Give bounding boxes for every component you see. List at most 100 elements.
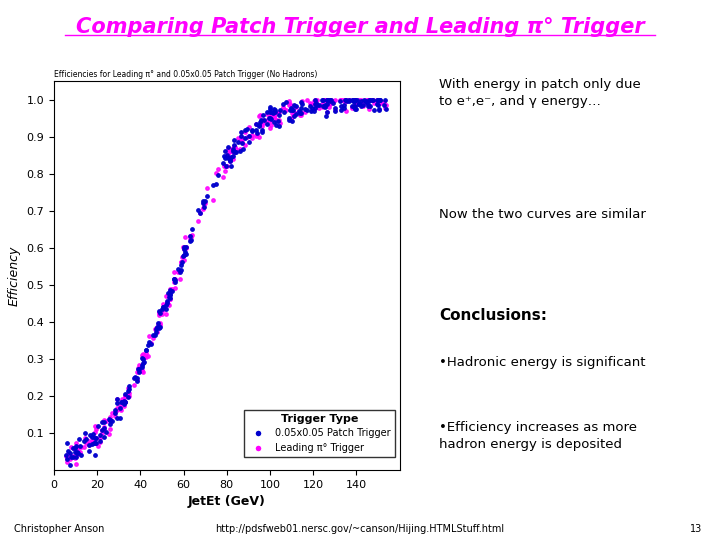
- Point: [133, 367, 145, 376]
- Point: [88, 437, 99, 445]
- Point: [251, 129, 263, 137]
- Point: [89, 422, 101, 430]
- Point: [164, 291, 176, 299]
- Point: [261, 107, 272, 116]
- Point: [322, 100, 333, 109]
- Point: [228, 148, 239, 157]
- Point: [309, 95, 320, 104]
- Point: [374, 99, 385, 107]
- Point: [321, 95, 333, 104]
- Point: [246, 126, 258, 134]
- Point: [111, 399, 122, 407]
- Point: [310, 104, 321, 113]
- Point: [312, 100, 323, 109]
- Point: [112, 395, 123, 404]
- Point: [164, 287, 176, 296]
- Point: [371, 95, 382, 104]
- Point: [179, 233, 191, 242]
- Point: [124, 392, 135, 401]
- Point: [153, 322, 165, 331]
- Point: [89, 432, 100, 441]
- Point: [272, 117, 284, 125]
- Point: [270, 116, 282, 124]
- Point: [349, 97, 361, 105]
- Point: [264, 113, 275, 122]
- Point: [235, 134, 246, 143]
- Point: [229, 148, 240, 157]
- Point: [123, 382, 135, 390]
- Point: [239, 140, 251, 149]
- Point: [287, 105, 298, 114]
- Point: [283, 114, 294, 123]
- Point: [348, 98, 360, 106]
- Point: [290, 109, 302, 118]
- Point: [237, 145, 248, 154]
- Point: [150, 326, 161, 334]
- Point: [254, 111, 266, 120]
- Point: [96, 426, 108, 434]
- Point: [284, 106, 296, 114]
- Point: [83, 447, 94, 455]
- Point: [86, 433, 98, 441]
- Point: [264, 114, 276, 123]
- Point: [269, 110, 281, 118]
- Point: [289, 103, 301, 112]
- Y-axis label: Efficiency: Efficiency: [8, 245, 21, 306]
- Point: [295, 109, 307, 117]
- Point: [219, 154, 230, 163]
- Point: [80, 435, 91, 443]
- Point: [88, 430, 99, 438]
- Point: [272, 109, 284, 118]
- Point: [86, 440, 98, 448]
- Point: [246, 127, 258, 136]
- Point: [60, 451, 72, 460]
- Point: [348, 95, 360, 104]
- Point: [181, 249, 192, 258]
- Point: [274, 111, 285, 120]
- Point: [96, 429, 107, 437]
- Point: [109, 409, 121, 417]
- Point: [288, 102, 300, 110]
- Point: [166, 287, 178, 296]
- Point: [336, 105, 347, 114]
- Point: [301, 106, 312, 114]
- Point: [96, 418, 108, 427]
- Point: [372, 98, 384, 106]
- Point: [320, 112, 332, 120]
- Point: [251, 125, 262, 134]
- Point: [161, 297, 172, 306]
- Point: [207, 180, 218, 189]
- Point: [283, 101, 294, 110]
- Point: [276, 103, 288, 111]
- Point: [94, 436, 106, 445]
- Point: [335, 95, 346, 104]
- Point: [89, 451, 101, 460]
- Point: [222, 151, 233, 159]
- Point: [287, 112, 298, 121]
- Point: [349, 97, 361, 105]
- Point: [360, 99, 372, 107]
- Point: [287, 105, 298, 114]
- Point: [227, 152, 238, 160]
- Point: [151, 323, 163, 332]
- Point: [338, 103, 350, 112]
- Point: [281, 98, 292, 106]
- Point: [380, 101, 392, 110]
- X-axis label: JetEt (GeV): JetEt (GeV): [188, 495, 266, 508]
- Point: [380, 105, 392, 114]
- Point: [136, 351, 148, 360]
- Point: [289, 109, 300, 117]
- Point: [109, 412, 121, 421]
- Point: [309, 100, 320, 109]
- Point: [222, 145, 233, 154]
- Point: [132, 364, 144, 373]
- Point: [104, 430, 115, 438]
- Point: [317, 95, 328, 104]
- Point: [202, 184, 213, 192]
- Point: [168, 275, 180, 284]
- Point: [71, 449, 83, 457]
- Point: [289, 101, 300, 110]
- Point: [356, 95, 367, 104]
- Point: [256, 127, 268, 136]
- Point: [114, 405, 126, 414]
